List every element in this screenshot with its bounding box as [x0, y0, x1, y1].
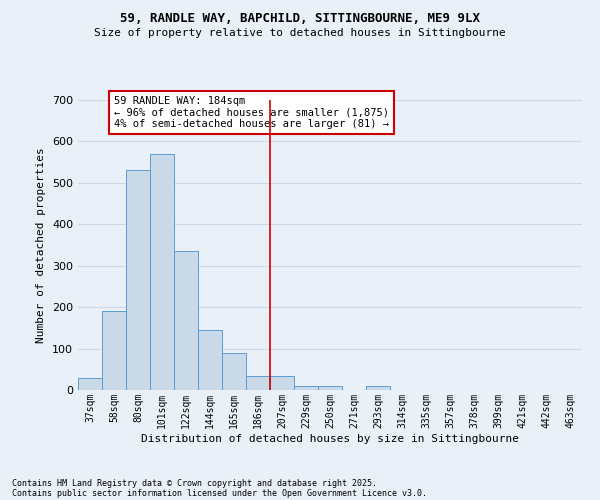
Bar	[150, 154, 174, 390]
Bar	[78, 378, 102, 390]
Bar	[270, 376, 294, 390]
Bar	[126, 170, 150, 390]
Bar	[174, 251, 198, 390]
Bar	[294, 386, 318, 390]
Bar	[318, 386, 342, 390]
Y-axis label: Number of detached properties: Number of detached properties	[37, 147, 46, 343]
Text: Contains HM Land Registry data © Crown copyright and database right 2025.: Contains HM Land Registry data © Crown c…	[12, 478, 377, 488]
Text: 59, RANDLE WAY, BAPCHILD, SITTINGBOURNE, ME9 9LX: 59, RANDLE WAY, BAPCHILD, SITTINGBOURNE,…	[120, 12, 480, 26]
Bar	[222, 352, 246, 390]
Bar	[198, 330, 222, 390]
Text: 59 RANDLE WAY: 184sqm
← 96% of detached houses are smaller (1,875)
4% of semi-de: 59 RANDLE WAY: 184sqm ← 96% of detached …	[114, 96, 389, 129]
X-axis label: Distribution of detached houses by size in Sittingbourne: Distribution of detached houses by size …	[141, 434, 519, 444]
Bar	[246, 376, 270, 390]
Text: Size of property relative to detached houses in Sittingbourne: Size of property relative to detached ho…	[94, 28, 506, 38]
Bar	[102, 312, 126, 390]
Text: Contains public sector information licensed under the Open Government Licence v3: Contains public sector information licen…	[12, 488, 427, 498]
Bar	[366, 386, 390, 390]
